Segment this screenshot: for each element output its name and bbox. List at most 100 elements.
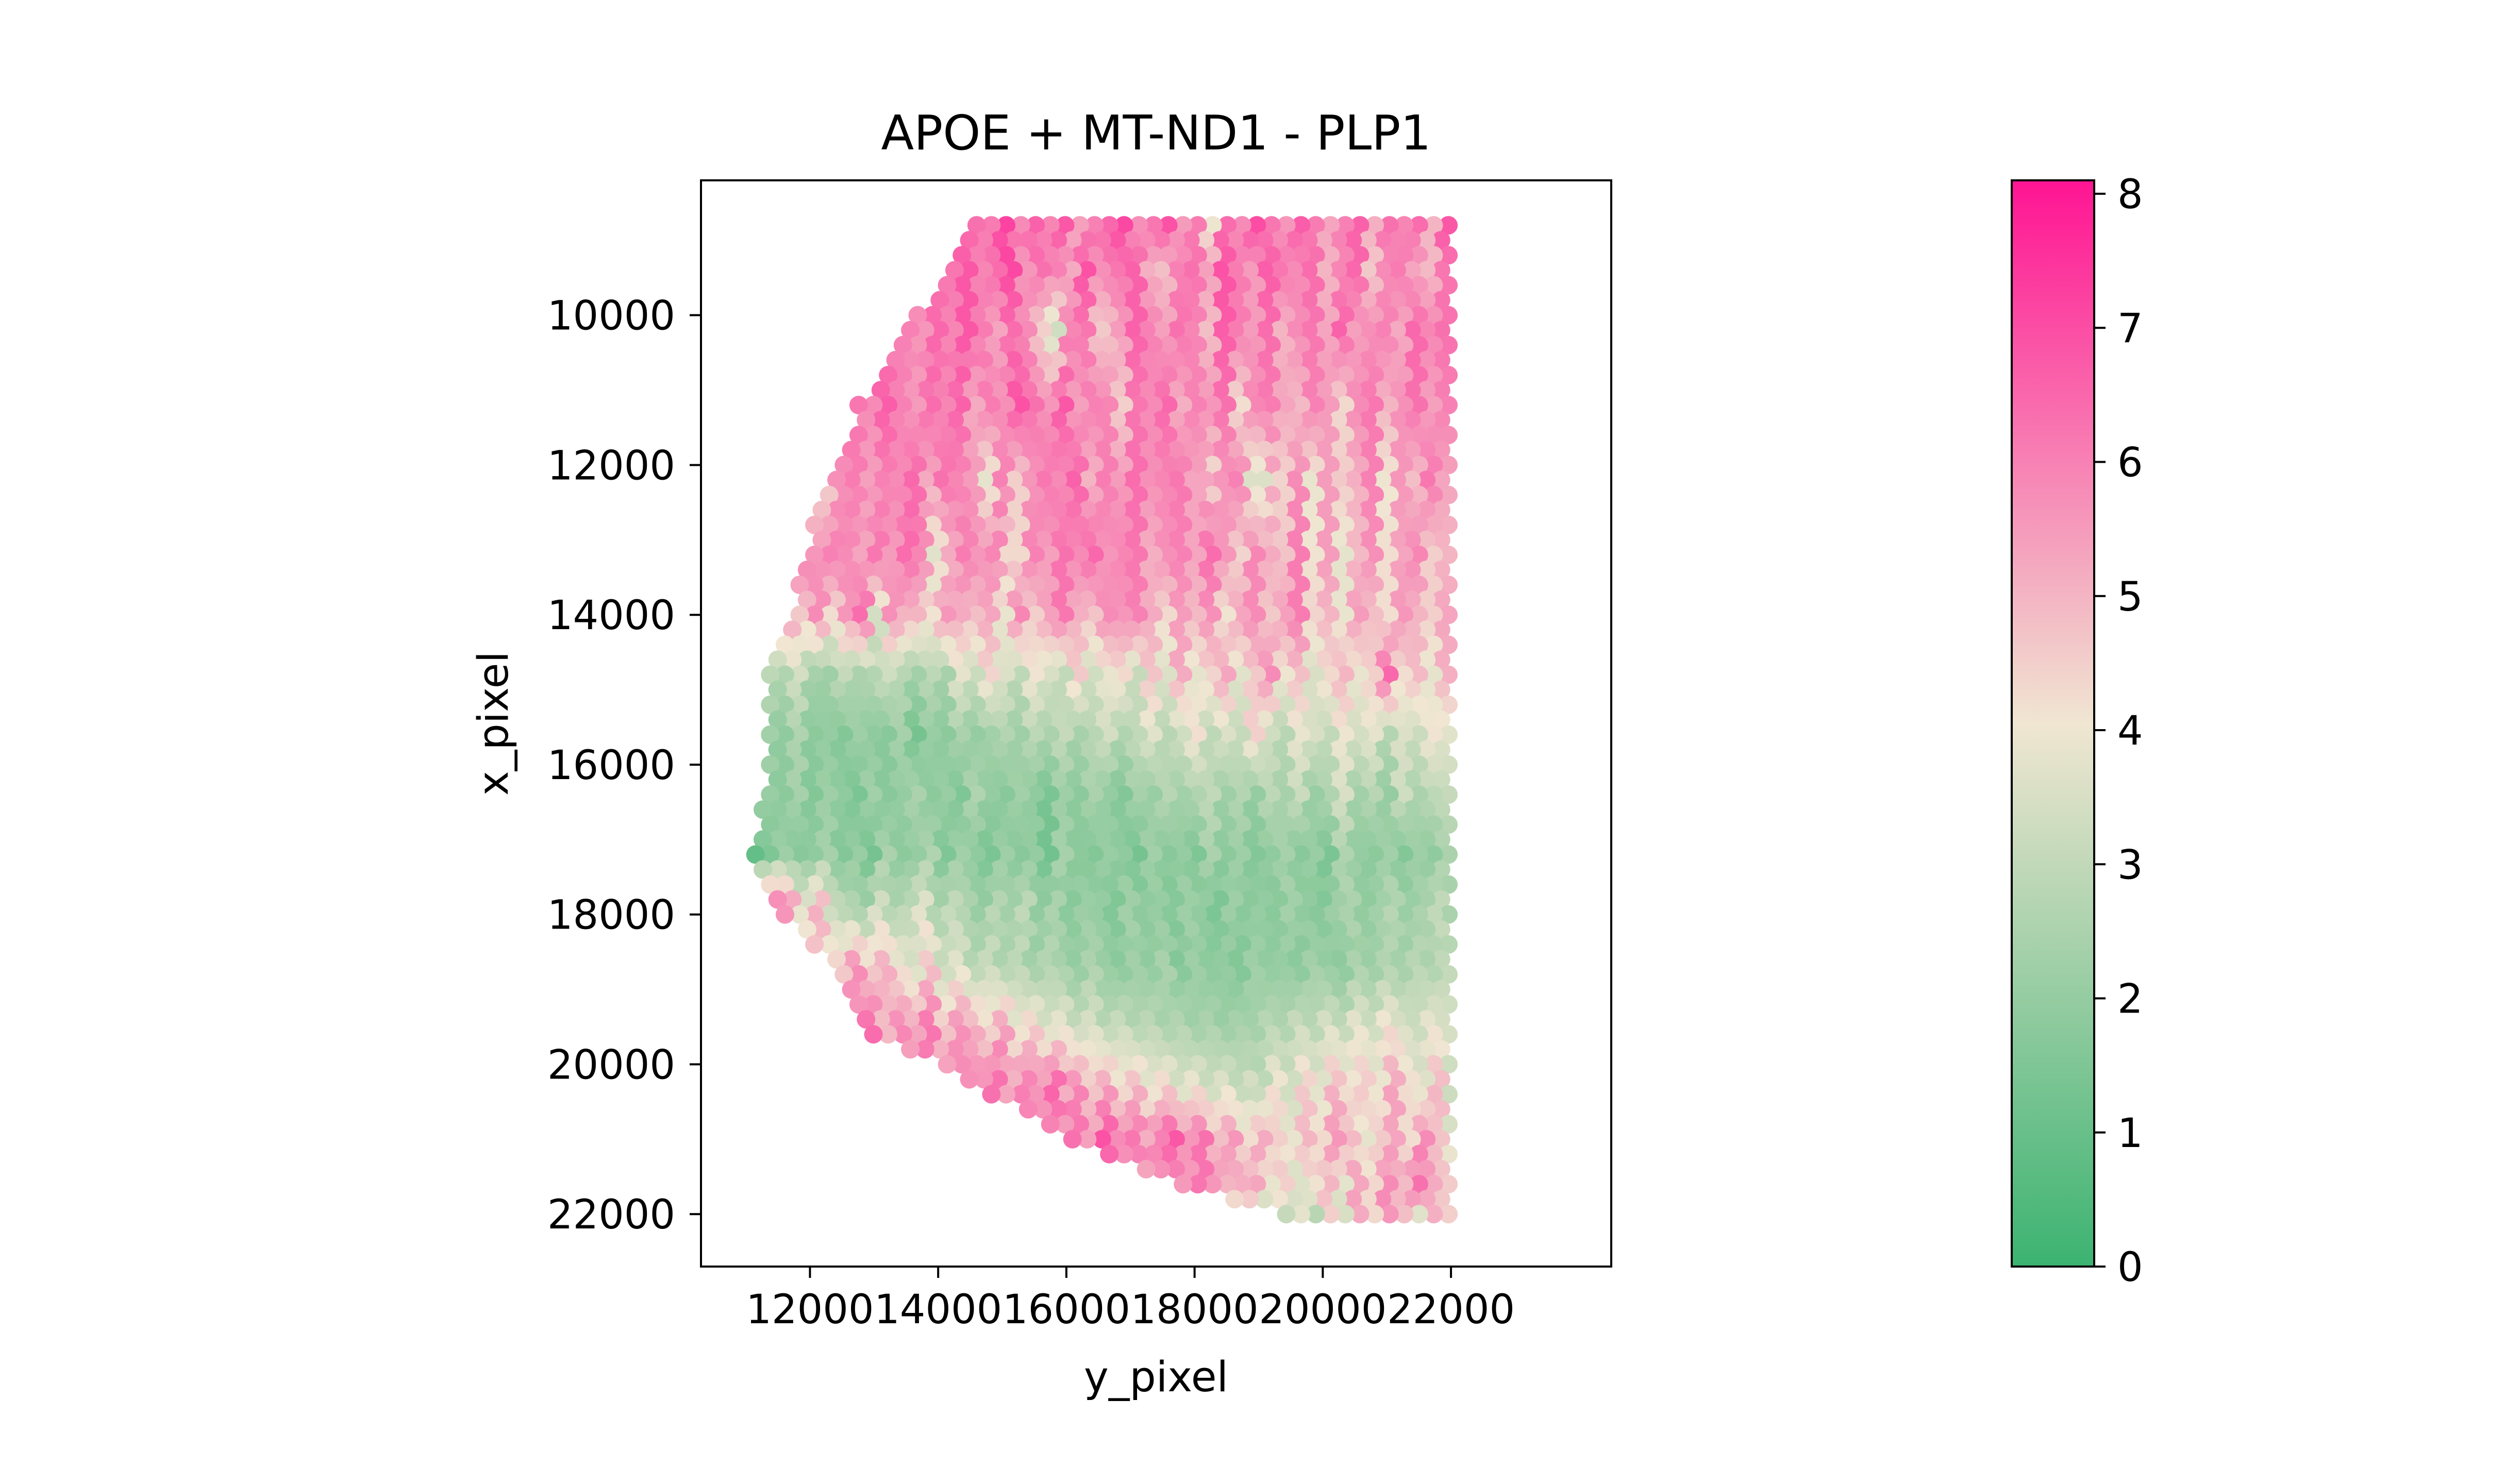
spot-point (1159, 485, 1178, 504)
spot-point (1402, 1129, 1421, 1149)
spot-point (1277, 576, 1296, 594)
spot-point (1343, 231, 1362, 250)
spot-point (1284, 1129, 1303, 1149)
spot-point (1033, 830, 1053, 849)
spot-point (967, 366, 986, 384)
spot-point (901, 680, 920, 699)
spot-point (1232, 216, 1251, 235)
spot-point (1350, 1085, 1370, 1104)
spot-point (834, 515, 854, 534)
spot-point (901, 470, 920, 490)
spot-point (1166, 500, 1185, 519)
spot-point (1004, 411, 1023, 430)
spot-point (1122, 291, 1141, 310)
spot-point (842, 561, 861, 579)
spot-point (1078, 830, 1097, 849)
spot-point (775, 695, 794, 714)
spot-point (1011, 905, 1030, 924)
spot-point (1395, 935, 1414, 954)
spot-point (1225, 500, 1244, 519)
spot-point (1018, 680, 1038, 699)
spot-point (768, 830, 787, 849)
spot-point (1409, 1025, 1428, 1044)
spot-point (997, 576, 1015, 594)
spot-point (1292, 1205, 1311, 1224)
spot-point (1240, 710, 1259, 729)
spot-point (982, 1085, 1001, 1104)
spot-point (857, 770, 876, 789)
spot-point (1210, 500, 1229, 519)
spot-point (1174, 456, 1193, 475)
spot-point (842, 441, 861, 460)
spot-point (1151, 1129, 1171, 1149)
spot-point (1343, 800, 1362, 819)
spot-point (1063, 261, 1082, 280)
spot-point (1166, 261, 1185, 280)
spot-point (1085, 875, 1104, 894)
spot-point (864, 995, 883, 1014)
spot-point (1210, 680, 1229, 699)
spot-point (1004, 710, 1023, 729)
spot-point (1299, 261, 1318, 280)
spot-point (1409, 995, 1428, 1014)
spot-point (1299, 1160, 1318, 1178)
spot-point (1004, 591, 1023, 610)
spot-point (1181, 920, 1200, 939)
spot-point (945, 381, 964, 400)
spot-point (1107, 470, 1126, 490)
spot-point (1270, 1129, 1289, 1149)
spot-point (989, 680, 1008, 699)
spot-point (1085, 665, 1104, 684)
spot-point (975, 710, 994, 729)
spot-point (1196, 500, 1215, 519)
spot-point (1431, 650, 1450, 669)
spot-point (1041, 905, 1060, 924)
spot-point (923, 965, 942, 984)
spot-point (1232, 1175, 1251, 1194)
spot-point (1358, 350, 1377, 369)
spot-point (989, 411, 1008, 430)
spot-point (1328, 800, 1347, 819)
spot-point (1343, 860, 1362, 879)
spot-point (1041, 335, 1060, 355)
spot-point (1262, 246, 1281, 265)
spot-point (945, 1010, 964, 1029)
spot-point (1328, 231, 1347, 250)
spot-point (1100, 1115, 1119, 1134)
spot-point (871, 561, 890, 579)
spot-point (886, 381, 905, 400)
spot-point (1431, 441, 1450, 460)
spot-point (945, 261, 964, 280)
spot-point (989, 950, 1008, 969)
spot-point (761, 815, 780, 834)
spot-point (953, 515, 972, 534)
spot-point (1306, 1025, 1325, 1044)
spot-point (1299, 680, 1318, 699)
spot-point (1314, 710, 1332, 729)
spot-point (1026, 396, 1045, 415)
spot-point (1210, 291, 1229, 310)
spot-point (1063, 920, 1082, 939)
spot-point (1137, 1010, 1156, 1029)
spot-point (901, 620, 920, 639)
spot-point (1409, 755, 1428, 774)
spot-point (1188, 845, 1207, 864)
spot-point (1417, 1129, 1436, 1149)
spot-point (1328, 470, 1347, 490)
spot-point (1166, 1160, 1185, 1178)
spot-point (1203, 695, 1222, 714)
spot-point (1122, 470, 1141, 490)
spot-point (1085, 845, 1104, 864)
spot-point (1380, 1144, 1399, 1163)
spot-point (1004, 980, 1023, 999)
spot-point (930, 710, 949, 729)
spot-point (1365, 335, 1384, 355)
spot-point (1011, 1055, 1030, 1074)
spot-point (1321, 665, 1340, 684)
spot-point (1395, 545, 1414, 564)
spot-point (997, 755, 1015, 774)
spot-point (1240, 321, 1259, 340)
spot-point (805, 905, 824, 924)
spot-point (945, 830, 964, 849)
spot-point (1292, 576, 1311, 594)
